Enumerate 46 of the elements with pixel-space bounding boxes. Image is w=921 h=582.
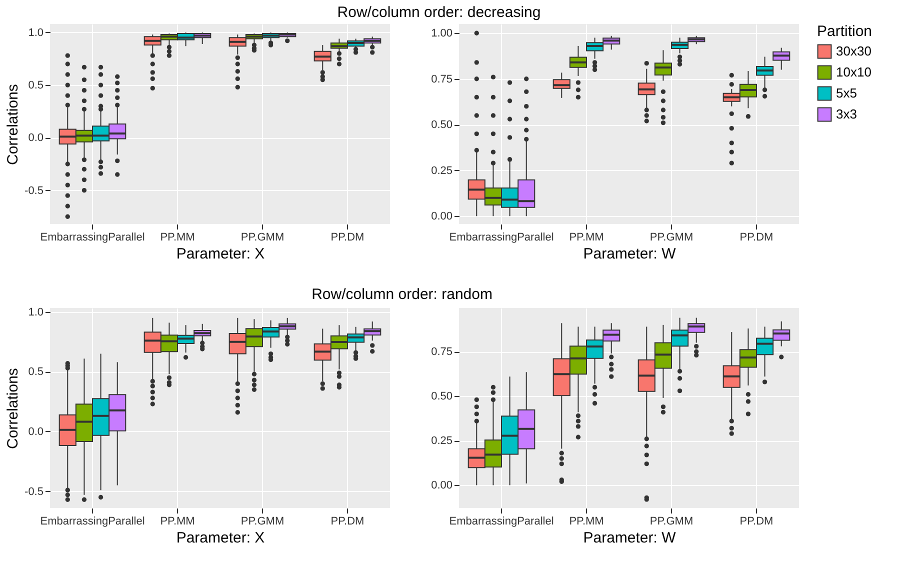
- x-tick-label: EmbarrassingParallel: [449, 232, 554, 244]
- y-tick-label: 0.00: [431, 210, 452, 223]
- x-tick-label: PP.DM: [330, 516, 364, 528]
- x-tick-label: EmbarrassingParallel: [40, 516, 145, 528]
- y-tick-label: 1.00: [431, 28, 452, 40]
- y-tick-label: 0.0: [28, 132, 44, 144]
- y-axis-title: Correlations: [4, 84, 22, 165]
- y-tick-label: 0.75: [431, 73, 452, 86]
- y-tick-label: 1.0: [28, 26, 44, 39]
- x-tick-label: PP.MM: [160, 516, 195, 528]
- x-tick-label: PP.GMM: [240, 516, 284, 528]
- x-tick-label: PP.MM: [160, 232, 195, 244]
- x-tick-label: PP.DM: [330, 232, 364, 244]
- x-tick-label: PP.GMM: [650, 232, 694, 244]
- y-tick-label: 0.75: [431, 346, 452, 358]
- y-tick-label: 0.50: [431, 119, 452, 132]
- y-tick-label: -0.5: [24, 486, 44, 498]
- y-tick-label: 0.0: [28, 426, 44, 438]
- legend-label: 10x10: [836, 64, 872, 80]
- x-axis-title: Parameter: X: [176, 246, 265, 262]
- y-tick-label: 0.00: [431, 480, 452, 492]
- x-tick-label: PP.DM: [740, 516, 774, 528]
- y-axis-title: Correlations: [4, 368, 22, 449]
- y-tick-label: 0.25: [431, 435, 452, 448]
- legend-label: 3x3: [836, 106, 857, 122]
- y-tick-label: 0.5: [28, 366, 44, 378]
- y-tick-label: 0.25: [431, 164, 452, 177]
- legend-label: 5x5: [836, 86, 857, 100]
- y-tick-label: -0.5: [24, 184, 44, 197]
- chart-title: Row/column order: random: [312, 286, 492, 303]
- y-tick-label: 0.5: [28, 80, 44, 92]
- legend-label: 30x30: [836, 44, 872, 58]
- y-tick-label: 0.50: [431, 390, 452, 403]
- x-axis-title: Parameter: W: [583, 530, 677, 546]
- x-axis-title: Parameter: W: [583, 246, 677, 262]
- x-axis-title: Parameter: X: [176, 530, 265, 546]
- legend-title: Partition: [817, 23, 872, 40]
- x-tick-label: EmbarrassingParallel: [449, 516, 554, 528]
- x-tick-label: PP.GMM: [240, 232, 284, 244]
- x-tick-label: PP.MM: [569, 516, 604, 528]
- y-tick-label: 1.0: [28, 306, 44, 318]
- x-tick-label: EmbarrassingParallel: [40, 232, 145, 244]
- x-tick-label: PP.MM: [569, 232, 604, 244]
- x-tick-label: PP.DM: [740, 232, 774, 244]
- text: Row/column order: decreasing: [337, 4, 541, 21]
- x-tick-label: PP.GMM: [650, 516, 694, 528]
